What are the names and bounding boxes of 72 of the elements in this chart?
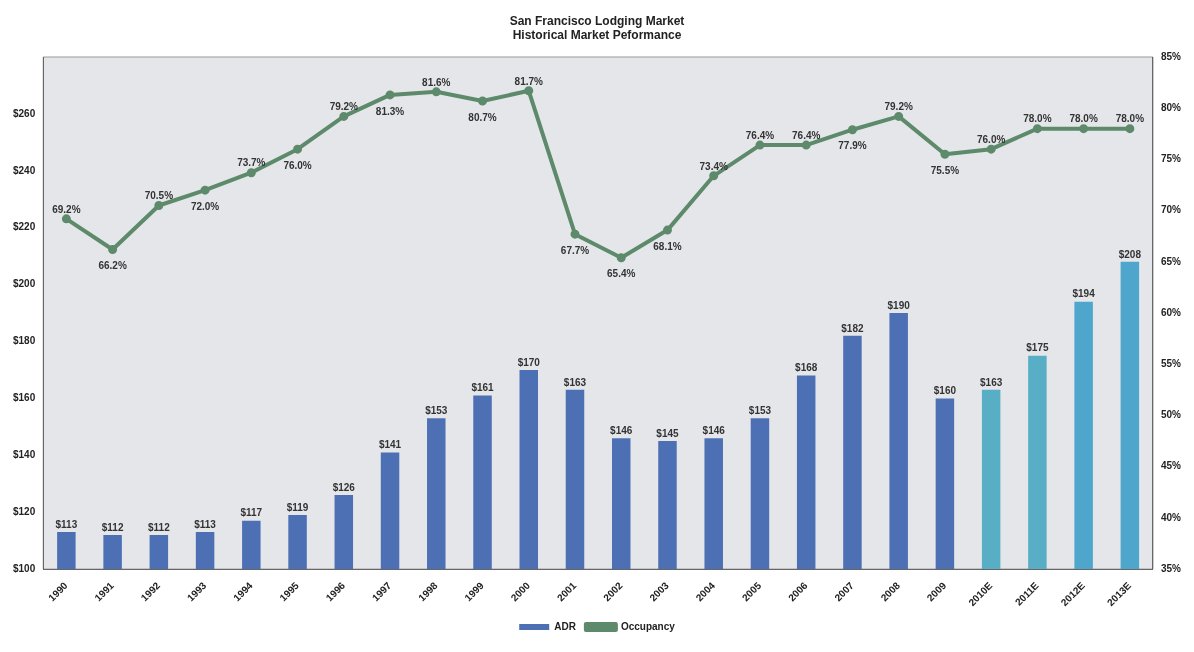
y-tick-label: $200 <box>13 278 36 290</box>
legend-label: Occupancy <box>620 620 676 632</box>
data-label: $113 <box>55 518 78 530</box>
data-label: 78.0% <box>1115 113 1145 125</box>
data-label: 78.0% <box>1023 113 1052 125</box>
data-label: 73.7% <box>237 157 266 169</box>
data-label: $112 <box>147 521 171 533</box>
data-label: 76.4% <box>745 129 775 141</box>
y-tick-label: $120 <box>13 505 36 517</box>
data-label: $145 <box>656 427 680 439</box>
data-label: $208 <box>1118 248 1142 260</box>
chart-subtitle: Historical Market Peformance <box>511 28 683 42</box>
y2-tick-label: 80% <box>1160 101 1182 113</box>
y-tick-label: $160 <box>13 392 36 404</box>
legend-label: ADR <box>554 620 577 632</box>
data-label: $146 <box>610 424 633 436</box>
data-label: 76.4% <box>792 129 821 141</box>
data-label: $194 <box>1072 288 1096 300</box>
data-label: 81.7% <box>514 75 544 87</box>
data-label: $170 <box>517 356 541 368</box>
data-label: $141 <box>378 439 402 451</box>
y2-tick-label: 55% <box>1160 357 1182 369</box>
y2-tick-label: 65% <box>1160 255 1182 267</box>
data-label: $182 <box>841 322 864 334</box>
data-label: $146 <box>702 424 726 436</box>
y2-tick-label: 75% <box>1160 153 1182 165</box>
y-tick-label: $140 <box>13 449 36 461</box>
data-label: $119 <box>286 501 309 513</box>
data-label: 68.1% <box>653 240 682 252</box>
y2-tick-label: 70% <box>1160 204 1182 216</box>
data-label: 81.3% <box>375 105 405 117</box>
data-label: $112 <box>101 521 124 533</box>
data-label: 80.7% <box>468 111 497 123</box>
data-label: $161 <box>471 382 495 394</box>
y2-tick-label: 45% <box>1160 460 1182 472</box>
data-label: 79.2% <box>329 101 359 113</box>
data-label: $163 <box>563 376 587 388</box>
data-label: $160 <box>933 385 957 397</box>
y2-tick-label: 50% <box>1160 409 1182 421</box>
data-label: $126 <box>332 481 356 493</box>
data-label: 66.2% <box>98 260 127 272</box>
data-label: 76.0% <box>283 159 312 171</box>
data-label: 69.2% <box>52 203 81 215</box>
data-label: 79.2% <box>884 101 913 113</box>
data-label: 70.5% <box>144 190 174 202</box>
y2-tick-label: 40% <box>1160 511 1182 523</box>
y2-tick-label: 35% <box>1160 562 1182 574</box>
data-label: $153 <box>748 405 772 417</box>
data-label: 72.0% <box>190 200 220 212</box>
data-label: 76.0% <box>976 133 1006 145</box>
y2-tick-label: 60% <box>1160 306 1182 318</box>
y-tick-label: $100 <box>13 562 36 574</box>
y-tick-label: $240 <box>13 164 36 176</box>
data-label: 73.4% <box>699 160 728 172</box>
data-label: $153 <box>425 405 448 417</box>
y-tick-label: $260 <box>13 107 36 119</box>
data-label: 78.0% <box>1069 113 1098 125</box>
data-label: $190 <box>887 299 911 311</box>
data-label: 75.5% <box>930 165 960 177</box>
chart-title: San Francisco Lodging Market <box>508 14 686 28</box>
data-label: $168 <box>795 362 818 374</box>
data-label: 77.9% <box>838 140 867 152</box>
y2-tick-label: 85% <box>1160 50 1182 62</box>
y-tick-label: $180 <box>13 335 36 347</box>
data-label: $117 <box>240 507 263 519</box>
data-label: 67.7% <box>560 244 590 256</box>
data-label: $163 <box>980 376 1003 388</box>
data-label: 81.6% <box>422 76 451 88</box>
y-tick-label: $220 <box>13 221 36 233</box>
data-label: 65.4% <box>607 268 636 280</box>
data-label: $175 <box>1026 342 1049 354</box>
data-label: $113 <box>194 518 217 530</box>
